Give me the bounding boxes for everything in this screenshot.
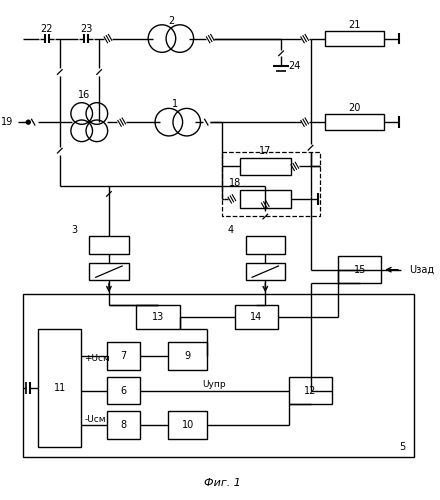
Text: 15: 15 — [353, 264, 366, 274]
Bar — [289, 377, 332, 404]
Bar — [240, 190, 291, 208]
Text: 16: 16 — [78, 90, 91, 100]
Text: 4: 4 — [228, 226, 234, 235]
Text: 21: 21 — [348, 20, 361, 30]
Text: Uупр: Uупр — [202, 380, 226, 389]
Text: -Uсм: -Uсм — [84, 414, 106, 424]
Bar — [325, 114, 384, 130]
Bar — [38, 328, 81, 446]
Text: 18: 18 — [229, 178, 241, 188]
Text: 17: 17 — [259, 146, 271, 156]
Text: 24: 24 — [289, 61, 301, 71]
Text: Uзад: Uзад — [409, 264, 434, 274]
Text: 12: 12 — [304, 386, 317, 396]
Text: 7: 7 — [121, 351, 127, 361]
Bar — [168, 342, 207, 370]
Text: 8: 8 — [121, 420, 127, 430]
Circle shape — [26, 120, 30, 124]
Text: 11: 11 — [54, 382, 66, 392]
Text: 20: 20 — [348, 104, 361, 114]
Text: +Uсм: +Uсм — [84, 354, 110, 362]
Text: 10: 10 — [181, 420, 194, 430]
Text: Фиг. 1: Фиг. 1 — [204, 478, 241, 488]
Text: 23: 23 — [80, 24, 92, 34]
Bar — [136, 305, 180, 328]
Bar — [325, 30, 384, 46]
Text: 19: 19 — [1, 117, 14, 127]
Text: 9: 9 — [184, 351, 191, 361]
Bar — [89, 236, 128, 254]
Bar — [23, 294, 414, 456]
Text: 5: 5 — [399, 442, 405, 452]
Bar — [168, 412, 207, 439]
Bar — [246, 236, 285, 254]
Text: 1: 1 — [172, 100, 178, 110]
Text: 13: 13 — [152, 312, 164, 322]
Text: 22: 22 — [41, 24, 53, 34]
Bar — [222, 152, 320, 216]
Bar — [235, 305, 278, 328]
Bar — [107, 342, 140, 370]
Text: 14: 14 — [250, 312, 263, 322]
Bar — [89, 263, 128, 280]
Bar — [107, 377, 140, 404]
Text: 3: 3 — [71, 226, 77, 235]
Text: 6: 6 — [121, 386, 127, 396]
Bar — [107, 412, 140, 439]
Bar — [246, 263, 285, 280]
Bar — [338, 256, 381, 283]
Bar — [240, 158, 291, 176]
Text: 2: 2 — [168, 16, 174, 26]
